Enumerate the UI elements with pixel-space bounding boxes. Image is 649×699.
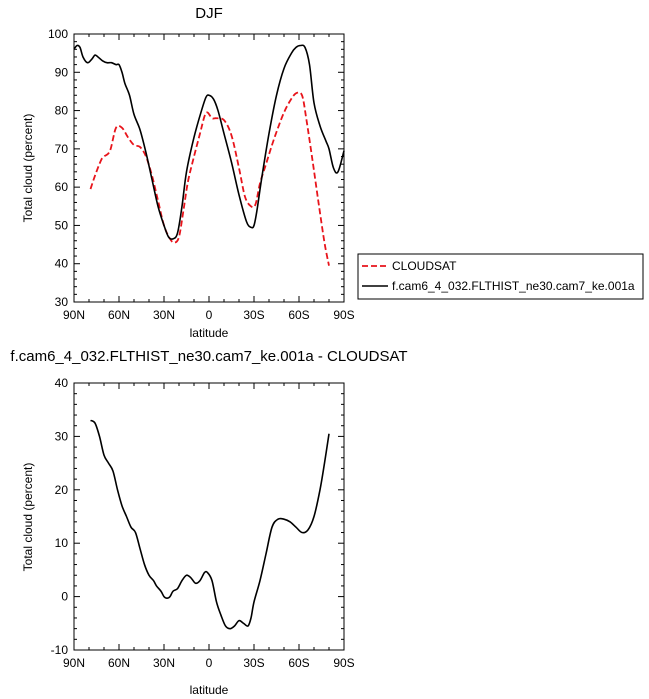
series-line-model [73,44,345,240]
panel-difference-series [90,419,330,630]
panel-djf-ylabel: Total cloud (percent) [21,114,35,223]
panel-djf: DJF 90N 60N 30N 0 30S 60S 90S 30 40 50 60 70 80 90 100… [21,5,644,340]
x-tick-label: 90N [63,656,85,670]
y-tick-label: 40 [55,257,69,271]
y-tick-label: 90 [55,65,69,79]
legend-label-cloudsat: CLOUDSAT [392,259,457,273]
y-tick-label: 70 [55,142,69,156]
y-tick-label: 100 [48,27,68,41]
panel-difference: f.cam6_4_032.FLTHIST_ne30.cam7_ke.001a -… [10,348,407,697]
panel-difference-ticks: 90N 60N 30N 0 30S 60S 90S -10 0 10 20 30 40 [51,376,355,670]
panel-difference-frame [73,382,345,651]
x-tick-label: 90S [333,308,354,322]
legend-box [357,253,644,300]
y-tick-label: 20 [55,483,69,497]
y-tick-label: 50 [55,218,69,232]
panel-difference-title: f.cam6_4_032.FLTHIST_ne30.cam7_ke.001a -… [10,348,407,365]
y-tick-label: 0 [61,590,68,604]
x-tick-label: 30N [153,656,175,670]
x-tick-label: 60N [108,308,130,322]
x-tick-label: 0 [206,308,213,322]
panel-djf-series [73,44,345,266]
y-tick-label: 40 [55,376,69,390]
y-tick-label: 30 [55,295,69,309]
x-tick-label: 90N [63,308,85,322]
x-tick-label: 30N [153,308,175,322]
x-tick-label: 60S [288,308,309,322]
panel-djf-title: DJF [195,5,223,22]
legend: CLOUDSAT f.cam6_4_032.FLTHIST_ne30.cam7_… [357,253,644,300]
y-tick-label: 30 [55,429,69,443]
legend-label-model: f.cam6_4_032.FLTHIST_ne30.cam7_ke.001a [392,279,635,293]
panel-difference-ylabel: Total cloud (percent) [21,463,35,572]
x-tick-label: 30S [243,656,264,670]
x-tick-label: 0 [206,656,213,670]
panel-djf-ticks: 90N 60N 30N 0 30S 60S 90S 30 40 50 60 70 80 90 100 [48,27,355,322]
y-tick-label: 80 [55,104,69,118]
y-tick-label: 10 [55,536,69,550]
x-tick-label: 90S [333,656,354,670]
series-line-difference [90,419,330,630]
panel-difference-xlabel: latitude [190,683,229,697]
series-line-cloudsat [89,91,330,266]
y-tick-label: 60 [55,180,69,194]
x-tick-label: 30S [243,308,264,322]
x-tick-label: 60N [108,656,130,670]
y-tick-label: -10 [51,643,69,657]
panel-djf-frame [73,33,345,303]
x-tick-label: 60S [288,656,309,670]
panel-djf-xlabel: latitude [190,326,229,340]
